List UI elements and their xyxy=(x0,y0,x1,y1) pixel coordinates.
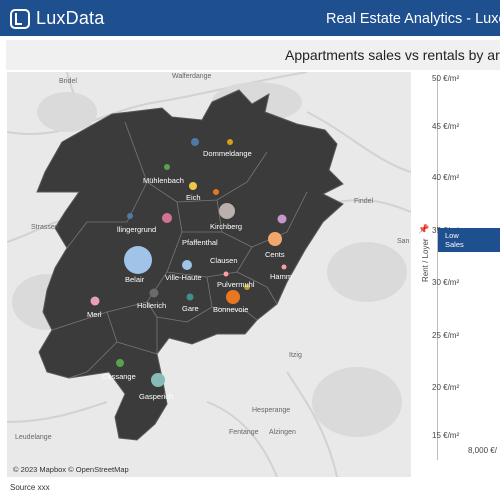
logo-text: LuxData xyxy=(36,8,105,28)
label-cessange: Cessange xyxy=(102,372,136,381)
place-hesperange: Hesperange xyxy=(252,407,290,414)
bubble-merl[interactable] xyxy=(90,296,100,306)
label-hamm: Hamm xyxy=(270,272,292,281)
bubble-pulvermuhl[interactable] xyxy=(244,284,250,290)
label-gasperich: Gasperich xyxy=(139,392,173,401)
luxdata-logo[interactable]: LuxData xyxy=(10,8,104,29)
place-labels: Bridel Walferdange Strassen Findel Itzig… xyxy=(15,73,410,441)
legend-line-1: Low xyxy=(445,231,459,240)
place-strassen: Strassen xyxy=(31,224,59,231)
y-tick: 45 €/m² xyxy=(432,122,460,131)
place-bridel: Bridel xyxy=(59,78,77,85)
bubble-hollerich[interactable] xyxy=(149,288,159,298)
bubble-gasperich[interactable] xyxy=(151,373,165,387)
label-hollerich: Hollerich xyxy=(137,301,166,310)
label-merl: Merl xyxy=(87,310,102,319)
dashboard-subtitle: Appartments sales vs rentals by are xyxy=(285,47,500,63)
label-pfaffenthal: Pfaffenthal xyxy=(182,238,218,247)
district-labels: Dommeldange Mühlenbach Eich Kirchberg ll… xyxy=(87,149,292,401)
place-findel: Findel xyxy=(354,198,374,205)
label-gare: Gare xyxy=(182,304,199,313)
app-header: LuxData Real Estate Analytics - Luxem xyxy=(0,0,500,36)
label-rollingergrund: llingergrund xyxy=(117,225,156,234)
bubble-cessange[interactable] xyxy=(116,359,124,367)
bubble-dommeldange-b[interactable] xyxy=(227,139,233,145)
bubble-clausen[interactable] xyxy=(223,271,229,277)
label-clausen: Clausen xyxy=(210,256,238,265)
bubble-ville-haute[interactable] xyxy=(182,260,192,270)
app-title: Real Estate Analytics - Luxem xyxy=(326,11,500,27)
bubble-rollingergrund[interactable] xyxy=(162,213,172,223)
chart-y-axis-line xyxy=(437,75,438,460)
y-tick: 20 €/m² xyxy=(432,383,460,392)
label-dommeldange: Dommeldange xyxy=(203,149,252,158)
bubble-muhlenbach[interactable] xyxy=(164,164,170,170)
place-alzingen: Alzingen xyxy=(269,429,296,436)
y-tick: 25 €/m² xyxy=(432,331,460,340)
map-canvas[interactable]: Dommeldange Mühlenbach Eich Kirchberg ll… xyxy=(7,72,411,477)
bubble-kirchberg[interactable] xyxy=(219,203,235,219)
chart-y-axis-label: Rent / Loyer xyxy=(421,238,430,282)
bubble-cents[interactable] xyxy=(268,232,282,246)
label-kirchberg: Kirchberg xyxy=(210,222,242,231)
label-pulvermuhl: Pulvermuhl xyxy=(217,280,255,289)
place-leudelange: Leudelange xyxy=(15,434,52,441)
district-map[interactable]: Dommeldange Mühlenbach Eich Kirchberg ll… xyxy=(7,72,411,477)
label-bonnevoie: Bonnevoie xyxy=(213,305,248,314)
legend-low-sales[interactable]: Low Sales xyxy=(438,228,500,252)
district-borders xyxy=(51,121,308,379)
map-attribution[interactable]: © 2023 Mapbox © OpenStreetMap xyxy=(13,465,129,474)
y-tick: 40 €/m² xyxy=(432,173,460,182)
bubble-eich-b[interactable] xyxy=(213,189,219,195)
y-tick: 50 €/m² xyxy=(432,74,460,83)
pin-icon[interactable]: 📌 xyxy=(418,224,430,234)
x-tick: 8,000 €/ xyxy=(468,446,497,455)
place-itzig: Itzig xyxy=(289,352,302,359)
label-eich: Eich xyxy=(186,193,201,202)
source-note: Source xxx xyxy=(10,483,50,492)
luxdata-logo-icon xyxy=(10,8,30,29)
place-san: San xyxy=(397,238,410,245)
bubble-weimershof[interactable] xyxy=(277,214,287,224)
label-belair: Belair xyxy=(125,275,145,284)
bubble-belair[interactable] xyxy=(124,246,152,274)
place-walferdange: Walferdange xyxy=(172,73,212,80)
bubble-eich[interactable] xyxy=(189,182,197,190)
y-tick: 30 €/m² xyxy=(432,278,460,287)
bubble-bonnevoie[interactable] xyxy=(226,290,240,304)
bubble-rollingergrund-b[interactable] xyxy=(127,213,133,219)
subtitle-bar xyxy=(6,40,500,70)
bubble-gare[interactable] xyxy=(186,293,194,301)
label-cents: Cents xyxy=(265,250,285,259)
district-bubbles[interactable] xyxy=(90,138,287,387)
y-tick: 15 €/m² xyxy=(432,431,460,440)
legend-line-2: Sales xyxy=(445,240,464,249)
bubble-hamm[interactable] xyxy=(281,264,287,270)
bubble-dommeldange-a[interactable] xyxy=(191,138,199,146)
label-muhlenbach: Mühlenbach xyxy=(143,176,184,185)
place-fentange: Fentange xyxy=(229,429,259,436)
label-ville-haute: Ville-Haute xyxy=(165,273,202,282)
